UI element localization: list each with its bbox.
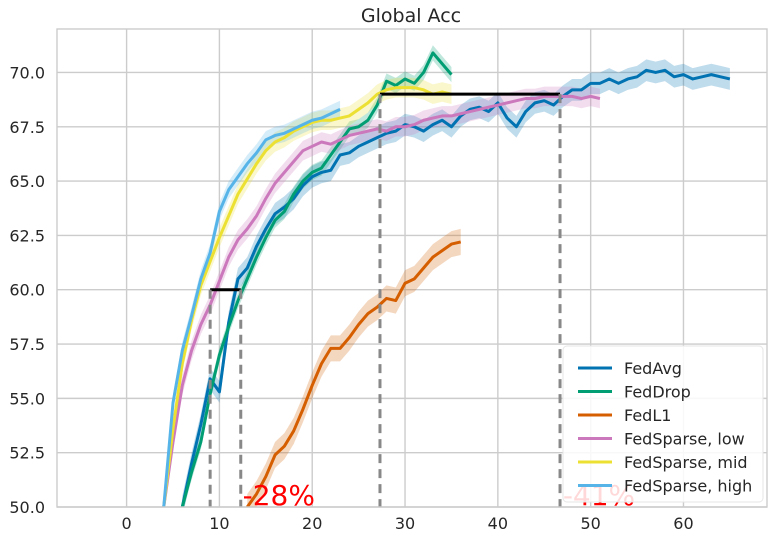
- axes-frame: [56, 28, 768, 508]
- legend-label: FedSparse, high: [624, 477, 752, 496]
- legend-box: [562, 345, 764, 503]
- x-tick-label: 60: [673, 514, 693, 533]
- x-tick-label: 20: [302, 514, 322, 533]
- y-tick-labels: 50.0 52.5 55.0 57.5 60.0 62.5 65.0 67.5 70.0: [9, 63, 45, 517]
- legend: FedAvg FedDrop FedL1 FedSparse, low FedSpars…: [562, 345, 764, 503]
- legend-label: FedL1: [624, 406, 671, 425]
- x-tick-label: 0: [122, 514, 132, 533]
- legend-label: FedDrop: [624, 383, 691, 402]
- y-tick-label: 52.5: [9, 444, 45, 463]
- line-fedl1: [246, 240, 462, 507]
- x-tick-label: 40: [488, 514, 508, 533]
- band-fedsparse-low: [163, 86, 600, 507]
- chart-title: Global Acc: [361, 5, 461, 27]
- legend-item-fedsparse-mid: FedSparse, mid: [578, 453, 748, 472]
- y-tick-label: 57.5: [9, 335, 45, 354]
- line-feddrop: [180, 51, 453, 507]
- line-fedsparse-mid: [162, 86, 452, 507]
- y-tick-label: 70.0: [9, 63, 45, 82]
- x-tick-label: 30: [395, 514, 415, 533]
- y-tick-label: 60.0: [9, 281, 45, 300]
- plot-frame: [56, 28, 768, 508]
- x-tick-labels: 0 10 20 30 40 50 60: [122, 514, 694, 533]
- band-fedsparse-high: [163, 100, 341, 507]
- legend-item-fedsparse-low: FedSparse, low: [578, 430, 745, 449]
- legend-label: FedAvg: [624, 359, 682, 378]
- line-fedsparse-high: [162, 108, 341, 507]
- legend-label: FedSparse, mid: [624, 453, 748, 472]
- y-tick-label: 65.0: [9, 172, 45, 191]
- y-tick-label: 55.0: [9, 389, 45, 408]
- legend-item-fedl1: FedL1: [578, 406, 671, 425]
- y-tick-label: 67.5: [9, 118, 45, 137]
- band-fedl1: [247, 228, 461, 507]
- legend-item-fedsparse-high: FedSparse, high: [578, 477, 752, 496]
- x-tick-label: 10: [209, 514, 229, 533]
- confidence-bands: [163, 45, 730, 507]
- legend-item-feddrop: FedDrop: [578, 383, 691, 402]
- series-lines: [162, 51, 731, 507]
- reference-lines: [208, 92, 562, 507]
- line-fedsparse-low: [162, 94, 601, 507]
- legend-label: FedSparse, low: [624, 430, 745, 449]
- line-fedavg: [180, 68, 731, 507]
- y-tick-label: 62.5: [9, 226, 45, 245]
- legend-item-fedavg: FedAvg: [578, 359, 682, 378]
- y-tick-label: 50.0: [9, 498, 45, 517]
- band-fedavg: [182, 59, 730, 507]
- grid: [57, 29, 767, 508]
- x-tick-label: 50: [580, 514, 600, 533]
